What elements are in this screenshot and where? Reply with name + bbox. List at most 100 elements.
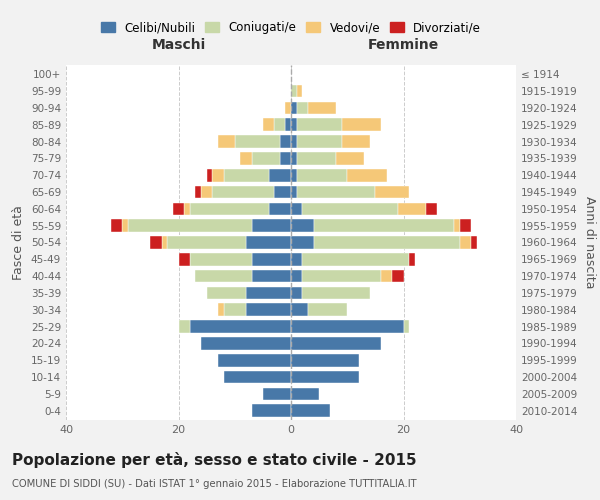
Bar bbox=[291, 286, 302, 300]
Bar bbox=[218, 354, 291, 366]
Bar bbox=[291, 304, 308, 316]
Bar bbox=[190, 320, 291, 333]
Bar bbox=[460, 220, 471, 232]
Bar bbox=[398, 202, 426, 215]
Bar bbox=[376, 186, 409, 198]
Bar bbox=[454, 220, 460, 232]
Bar bbox=[111, 220, 122, 232]
Bar bbox=[196, 186, 201, 198]
Bar bbox=[409, 253, 415, 266]
Bar bbox=[381, 270, 392, 282]
Bar bbox=[122, 220, 128, 232]
Bar bbox=[223, 169, 269, 181]
Bar bbox=[251, 253, 291, 266]
Bar bbox=[347, 169, 386, 181]
Bar bbox=[218, 304, 223, 316]
Bar bbox=[296, 169, 347, 181]
Bar bbox=[302, 270, 381, 282]
Bar bbox=[302, 202, 398, 215]
Bar bbox=[179, 320, 190, 333]
Bar bbox=[291, 169, 296, 181]
Bar bbox=[314, 220, 454, 232]
Bar bbox=[308, 102, 336, 114]
Bar bbox=[161, 236, 167, 249]
Bar bbox=[212, 169, 223, 181]
Bar bbox=[251, 270, 291, 282]
Bar bbox=[223, 371, 291, 384]
Bar bbox=[404, 320, 409, 333]
Bar bbox=[269, 202, 291, 215]
Bar bbox=[190, 202, 269, 215]
Bar bbox=[460, 236, 471, 249]
Bar bbox=[251, 220, 291, 232]
Bar bbox=[223, 304, 246, 316]
Bar bbox=[291, 135, 296, 148]
Bar bbox=[280, 135, 291, 148]
Bar bbox=[269, 169, 291, 181]
Bar bbox=[426, 202, 437, 215]
Bar bbox=[291, 320, 404, 333]
Bar bbox=[341, 118, 381, 131]
Bar bbox=[291, 253, 302, 266]
Bar bbox=[246, 304, 291, 316]
Bar bbox=[196, 270, 251, 282]
Bar bbox=[206, 286, 246, 300]
Bar bbox=[151, 236, 161, 249]
Bar bbox=[291, 270, 302, 282]
Bar bbox=[286, 118, 291, 131]
Bar bbox=[173, 202, 184, 215]
Bar bbox=[296, 186, 376, 198]
Bar bbox=[341, 135, 370, 148]
Y-axis label: Fasce di età: Fasce di età bbox=[13, 205, 25, 280]
Bar bbox=[251, 152, 280, 164]
Bar bbox=[263, 388, 291, 400]
Bar bbox=[274, 186, 291, 198]
Bar bbox=[206, 169, 212, 181]
Text: Maschi: Maschi bbox=[151, 38, 206, 52]
Legend: Celibi/Nubili, Coniugati/e, Vedovi/e, Divorziati/e: Celibi/Nubili, Coniugati/e, Vedovi/e, Di… bbox=[101, 21, 481, 34]
Bar bbox=[296, 118, 341, 131]
Text: Popolazione per età, sesso e stato civile - 2015: Popolazione per età, sesso e stato civil… bbox=[12, 452, 416, 468]
Bar bbox=[392, 270, 404, 282]
Bar bbox=[280, 152, 291, 164]
Bar bbox=[212, 186, 274, 198]
Bar bbox=[246, 236, 291, 249]
Bar bbox=[241, 152, 251, 164]
Y-axis label: Anni di nascita: Anni di nascita bbox=[583, 196, 596, 289]
Bar bbox=[296, 85, 302, 98]
Text: Femmine: Femmine bbox=[368, 38, 439, 52]
Bar bbox=[314, 236, 460, 249]
Bar bbox=[201, 337, 291, 350]
Bar bbox=[291, 202, 302, 215]
Bar bbox=[291, 220, 314, 232]
Bar bbox=[291, 337, 381, 350]
Bar bbox=[251, 404, 291, 417]
Bar bbox=[291, 186, 296, 198]
Bar bbox=[218, 135, 235, 148]
Bar bbox=[291, 152, 296, 164]
Bar bbox=[190, 253, 251, 266]
Bar bbox=[302, 253, 409, 266]
Bar bbox=[302, 286, 370, 300]
Bar bbox=[263, 118, 274, 131]
Bar bbox=[179, 253, 190, 266]
Bar bbox=[336, 152, 364, 164]
Bar bbox=[291, 371, 359, 384]
Bar bbox=[291, 388, 319, 400]
Text: COMUNE DI SIDDI (SU) - Dati ISTAT 1° gennaio 2015 - Elaborazione TUTTITALIA.IT: COMUNE DI SIDDI (SU) - Dati ISTAT 1° gen… bbox=[12, 479, 416, 489]
Bar bbox=[291, 118, 296, 131]
Bar bbox=[291, 404, 331, 417]
Bar bbox=[246, 286, 291, 300]
Bar bbox=[291, 102, 296, 114]
Bar bbox=[274, 118, 286, 131]
Bar bbox=[291, 354, 359, 366]
Bar bbox=[308, 304, 347, 316]
Bar bbox=[286, 102, 291, 114]
Bar bbox=[184, 202, 190, 215]
Bar bbox=[291, 236, 314, 249]
Bar bbox=[201, 186, 212, 198]
Bar bbox=[296, 152, 336, 164]
Bar bbox=[291, 85, 296, 98]
Bar bbox=[296, 102, 308, 114]
Bar bbox=[167, 236, 246, 249]
